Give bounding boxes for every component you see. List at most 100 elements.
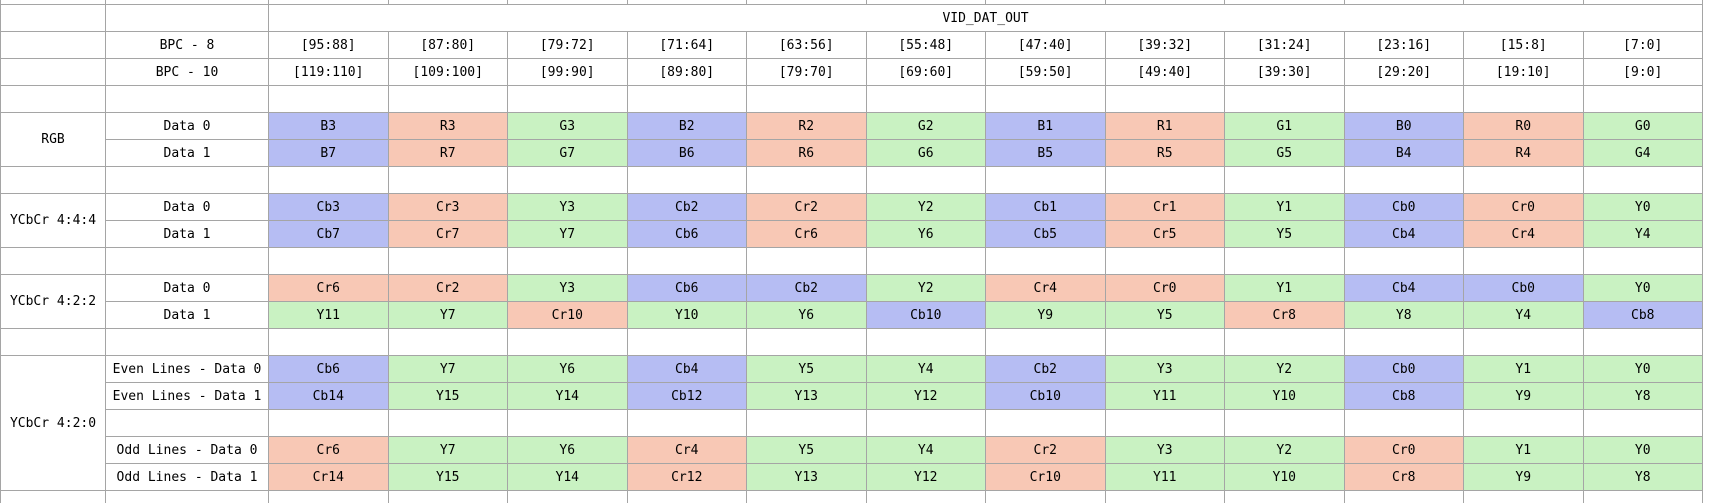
empty-cell [1,59,106,86]
data-byte-cell: Y7 [388,302,508,329]
data-byte-cell: G5 [1225,140,1345,167]
data-byte-cell: Cb3 [269,194,389,221]
empty-cell [1344,410,1464,437]
data-byte-cell: Y11 [1105,383,1225,410]
data-byte-cell: Y15 [388,464,508,491]
empty-cell [866,410,986,437]
empty-cell [1583,86,1703,113]
data-byte-cell: R2 [747,113,867,140]
bit-range-cell: [79:70] [747,59,867,86]
data-byte-cell: Y3 [1105,437,1225,464]
empty-cell [1583,167,1703,194]
data-byte-cell: Cr12 [627,464,747,491]
empty-cell [866,491,986,503]
data-byte-cell: B7 [269,140,389,167]
bpc-row: BPC - 10[119:110][109:100][99:90][89:80]… [1,59,1703,86]
data-byte-cell: Y4 [1464,302,1584,329]
data-byte-cell: Y0 [1583,356,1703,383]
data-byte-cell: Cr3 [388,194,508,221]
empty-cell [1464,167,1584,194]
empty-cell [1344,491,1464,503]
data-byte-cell: Cr6 [747,221,867,248]
bit-range-cell: [99:90] [508,59,628,86]
data-byte-cell: Y7 [388,437,508,464]
data-byte-cell: B1 [986,113,1106,140]
data-byte-cell: Cr14 [269,464,389,491]
data-byte-cell: G0 [1583,113,1703,140]
empty-cell [627,329,747,356]
data-byte-cell: Y11 [269,302,389,329]
bit-range-cell: [19:10] [1464,59,1584,86]
empty-cell [508,248,628,275]
data-byte-cell: Cr8 [1225,302,1345,329]
empty-cell [1225,86,1345,113]
bit-range-cell: [7:0] [1583,32,1703,59]
data-byte-cell: Y0 [1583,194,1703,221]
separator-row [1,86,1703,113]
title-row: VID_DAT_OUT [1,5,1703,32]
empty-cell [986,491,1106,503]
empty-cell [627,410,747,437]
data-byte-cell: Cb2 [747,275,867,302]
empty-cell [1583,329,1703,356]
empty-cell [1,86,106,113]
row-label [106,410,269,437]
data-byte-cell: R4 [1464,140,1584,167]
empty-cell [1,5,106,32]
data-byte-cell: Cb10 [866,302,986,329]
data-byte-cell: Cr2 [986,437,1106,464]
data-byte-cell: Cb7 [269,221,389,248]
empty-cell [1105,167,1225,194]
data-byte-cell: Y8 [1583,464,1703,491]
bit-range-cell: [39:32] [1105,32,1225,59]
empty-cell [508,410,628,437]
data-byte-cell: Y3 [1105,356,1225,383]
data-byte-cell: Cb4 [627,356,747,383]
empty-cell [106,491,269,503]
empty-cell [986,248,1106,275]
empty-cell [106,167,269,194]
data-byte-cell: Y4 [1583,221,1703,248]
data-byte-cell: G6 [866,140,986,167]
empty-cell [747,329,867,356]
data-byte-cell: Y10 [1225,464,1345,491]
empty-cell [747,491,867,503]
data-byte-cell: Y2 [866,275,986,302]
data-byte-cell: R0 [1464,113,1584,140]
empty-cell [1464,410,1584,437]
empty-cell [1,491,106,503]
data-byte-cell: Cb12 [627,383,747,410]
empty-cell [1105,248,1225,275]
data-byte-cell: Y8 [1583,383,1703,410]
bit-range-cell: [39:30] [1225,59,1345,86]
data-byte-cell: Y0 [1583,275,1703,302]
data-byte-cell: Cb6 [627,275,747,302]
row-label: BPC - 10 [106,59,269,86]
data-byte-cell: Cr10 [986,464,1106,491]
empty-cell [388,410,508,437]
row-label: Data 1 [106,302,269,329]
data-byte-cell: Y5 [1105,302,1225,329]
data-byte-cell: Cr5 [1105,221,1225,248]
data-byte-cell: G3 [508,113,628,140]
data-byte-cell: Y9 [1464,383,1584,410]
empty-cell [866,248,986,275]
empty-cell [1,329,106,356]
empty-cell [508,167,628,194]
separator-row [1,410,1703,437]
empty-cell [508,329,628,356]
empty-cell [1105,491,1225,503]
empty-cell [1344,86,1464,113]
data-byte-cell: Y4 [866,437,986,464]
data-byte-cell: Y10 [1225,383,1345,410]
data-byte-cell: Cb1 [986,194,1106,221]
empty-cell [1105,410,1225,437]
empty-cell [388,86,508,113]
empty-cell [747,410,867,437]
data-byte-cell: Y2 [1225,437,1345,464]
row-label: Data 0 [106,194,269,221]
